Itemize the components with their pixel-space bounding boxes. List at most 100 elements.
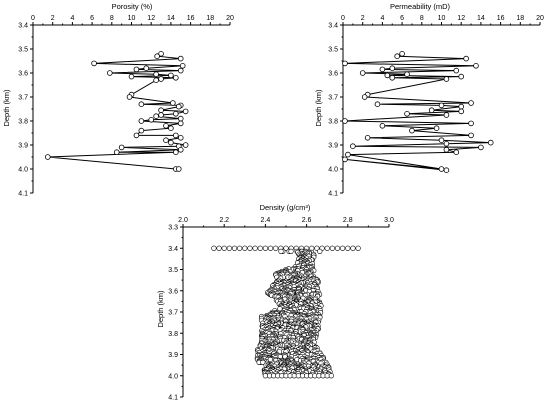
- porosity-data-point: [177, 55, 184, 62]
- density-y-tick-label: 3.7: [168, 310, 178, 317]
- porosity-data-point: [177, 147, 184, 153]
- porosity-data-point: [44, 154, 51, 160]
- permeability-data-point: [394, 53, 400, 59]
- porosity-x-tick-label: 8: [110, 15, 114, 22]
- porosity-panel: Porosity (%) Depth (km) 0 2 4 6 8 10 12 14 16 18 2…: [2, 2, 234, 198]
- permeability-data-point: [443, 167, 450, 174]
- density-x-tick-label: 2.6: [302, 217, 312, 224]
- permeability-y-tick-label: 3.6: [328, 71, 338, 78]
- density-data-point: [231, 245, 238, 251]
- density-data-point: [242, 245, 248, 251]
- porosity-data-point: [168, 72, 174, 79]
- porosity-data-point: [153, 77, 159, 83]
- porosity-x-tick-label: 2: [51, 15, 55, 22]
- permeability-data-point: [438, 137, 445, 144]
- density-data-point: [328, 373, 334, 379]
- density-data-point: [340, 245, 346, 251]
- density-y-tick-label: 3.3: [168, 225, 178, 232]
- porosity-y-label: Depth (km): [2, 89, 11, 127]
- density-data-point: [211, 245, 217, 251]
- permeability-data-point: [443, 76, 450, 82]
- porosity-data-point: [158, 107, 164, 113]
- permeability-panel: Permeability (mD) Depth (km) 0 2 4 6 8 10 12 14…: [314, 2, 544, 198]
- density-y-label: Depth (km): [156, 290, 165, 328]
- density-data-point: [273, 245, 279, 251]
- permeability-data-point: [379, 66, 386, 73]
- porosity-data-point: [173, 111, 179, 117]
- porosity-x-tick-label: 20: [226, 15, 234, 22]
- density-panel: Density (g/cm³) Depth (km) 2.0 2.2 2.4 2.6 2…: [156, 203, 394, 402]
- porosity-data-point: [175, 103, 182, 110]
- density-data-point: [252, 245, 258, 251]
- porosity-data-point: [158, 76, 164, 82]
- permeability-data-point: [364, 135, 371, 141]
- density-x-tick-label: 2.2: [219, 217, 229, 224]
- permeability-data-point: [374, 101, 381, 107]
- permeability-y-tick-label: 3.5: [328, 47, 338, 54]
- permeability-x-tick-label: 10: [438, 15, 446, 22]
- permeability-x-tick-label: 14: [477, 15, 485, 22]
- density-data-point: [317, 248, 323, 254]
- permeability-data-point: [342, 60, 348, 67]
- density-y-tick-label: 4.1: [168, 395, 178, 402]
- permeability-data-point: [404, 71, 410, 77]
- porosity-data-point: [182, 142, 189, 148]
- permeability-series-line: [344, 53, 491, 171]
- permeability-data-point: [389, 65, 396, 71]
- porosity-data-point: [91, 60, 97, 67]
- permeability-data-point: [389, 75, 396, 81]
- density-data-point: [216, 245, 222, 251]
- permeability-x-tick-label: 16: [497, 15, 505, 22]
- permeability-data-point: [463, 55, 469, 62]
- permeability-data-point: [453, 149, 460, 156]
- porosity-data-point: [118, 144, 125, 151]
- density-x-tick-label: 2.8: [343, 217, 353, 224]
- permeability-data-point: [428, 107, 435, 113]
- permeability-data-point: [350, 143, 356, 150]
- porosity-data-point: [148, 117, 155, 123]
- permeability-data-point: [458, 73, 465, 80]
- porosity-x-tick-label: 6: [90, 15, 94, 22]
- permeability-y-tick-label: 3.9: [328, 143, 338, 150]
- porosity-data-point: [138, 118, 145, 124]
- permeability-y-tick-label: 4.1: [328, 191, 338, 198]
- permeability-y-tick-label: 3.8: [328, 119, 338, 126]
- permeability-x-tick-label: 12: [457, 15, 465, 22]
- permeability-y-tick-label: 3.4: [328, 23, 338, 30]
- permeability-data-point: [458, 103, 465, 110]
- density-x-label: Density (g/cm³): [260, 203, 311, 212]
- density-x-tick-label: 2.0: [178, 217, 188, 224]
- density-data-point: [226, 245, 232, 251]
- permeability-data-point: [443, 112, 450, 118]
- porosity-y-tick-label: 3.7: [18, 95, 28, 102]
- density-data-point: [334, 245, 341, 251]
- porosity-data-point: [168, 125, 174, 131]
- permeability-x-tick-label: 8: [420, 15, 424, 22]
- porosity-data-point: [177, 115, 184, 122]
- permeability-data-point: [458, 108, 465, 115]
- porosity-data-point: [177, 120, 184, 127]
- porosity-y-tick-label: 3.6: [18, 71, 28, 78]
- permeability-data-point: [379, 123, 386, 129]
- porosity-x-label: Porosity (%): [112, 2, 153, 11]
- porosity-data-point: [177, 135, 184, 141]
- porosity-data-point: [173, 149, 179, 156]
- porosity-y-tick-label: 3.4: [18, 23, 28, 30]
- permeability-x-tick-label: 18: [516, 15, 524, 22]
- porosity-x-tick-label: 16: [187, 15, 195, 22]
- density-data-point: [314, 245, 320, 251]
- porosity-data-point: [163, 137, 169, 144]
- porosity-x-tick-label: 0: [31, 15, 35, 22]
- density-data-point: [324, 245, 330, 251]
- density-y-tick-label: 3.8: [168, 331, 178, 338]
- permeability-data-point: [361, 94, 368, 100]
- density-data-point: [262, 245, 269, 251]
- porosity-x-tick-label: 4: [70, 15, 74, 22]
- porosity-data-point: [128, 73, 135, 80]
- permeability-x-tick-label: 6: [400, 15, 404, 22]
- permeability-x-tick-label: 2: [361, 15, 365, 22]
- porosity-x-tick-label: 12: [147, 15, 155, 22]
- density-y-tick-label: 3.4: [168, 246, 178, 253]
- density-data-point: [283, 245, 289, 251]
- porosity-data-point: [179, 63, 186, 69]
